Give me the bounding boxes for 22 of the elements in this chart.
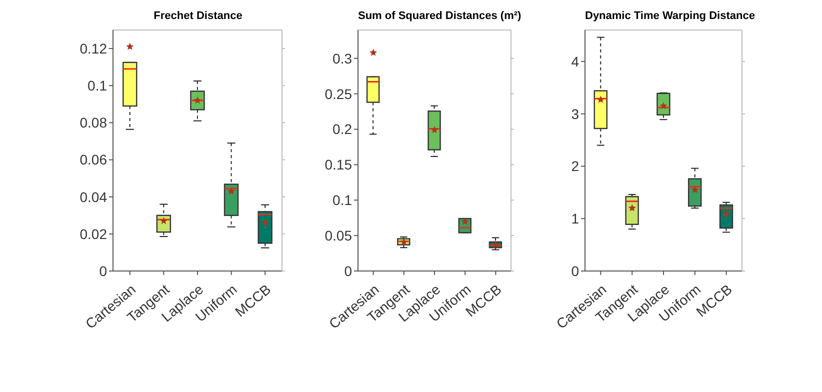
chart-title: Dynamic Time Warping Distance	[585, 10, 755, 22]
y-tick-label: 0.1	[88, 78, 108, 94]
y-tick-label: 0.25	[324, 86, 352, 102]
chart-title: Sum of Squared Distances (m²)	[358, 10, 522, 22]
y-tick-label: 0	[99, 262, 108, 279]
y-tick-label: 3	[571, 106, 580, 122]
y-tick-label: 0.08	[80, 114, 108, 131]
y-tick-label: 2	[571, 158, 580, 174]
y-tick-label: 0.02	[80, 226, 108, 242]
y-tick-label: 0.2	[332, 121, 352, 138]
y-tick-label: 0.04	[80, 188, 108, 205]
y-tick-label: 0.12	[80, 40, 108, 57]
y-tick-label: 0.05	[324, 228, 352, 244]
y-tick-label: 0.3	[332, 50, 352, 66]
chart-title: Frechet Distance	[152, 10, 244, 22]
y-tick-label: 0.1	[332, 192, 352, 208]
y-tick-label: 0	[571, 262, 580, 279]
y-tick-label: 0.15	[324, 156, 352, 173]
y-tick-label: 0	[344, 262, 352, 279]
y-tick-label: 0.06	[80, 152, 108, 168]
y-tick-label: 4	[571, 53, 580, 70]
y-tick-label: 1	[571, 210, 580, 227]
